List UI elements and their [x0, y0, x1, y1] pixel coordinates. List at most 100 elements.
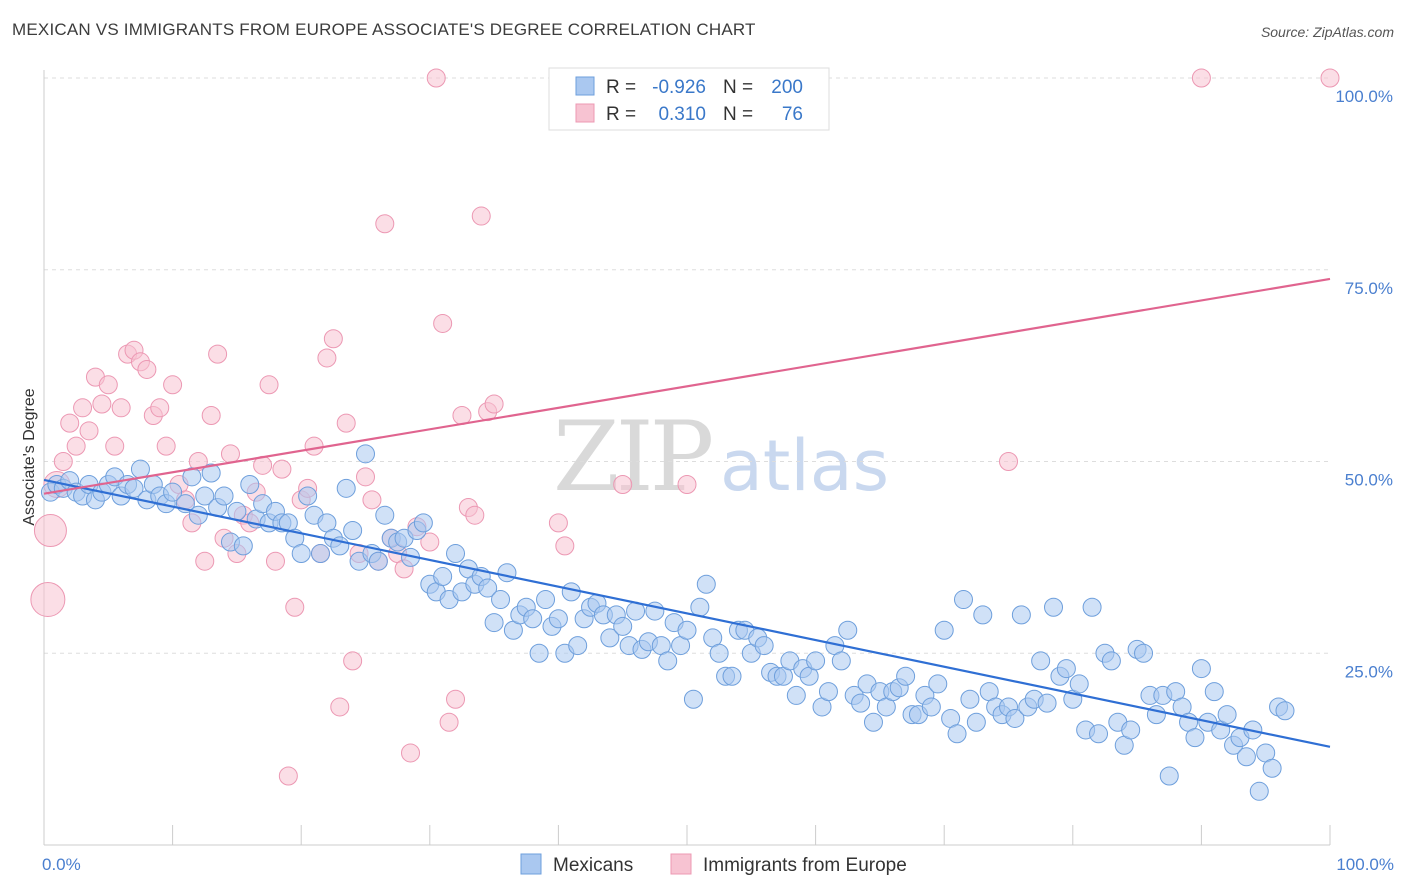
mexicans-point	[195, 486, 215, 506]
immigrants-point	[73, 398, 93, 418]
mexicans-point	[818, 682, 838, 702]
immigrants-point	[259, 375, 279, 395]
watermark-zip: ZIP	[553, 401, 712, 513]
immigrants-point	[304, 436, 324, 456]
legend-r-value-1: -0.926	[652, 77, 706, 98]
immigrants-point	[1320, 68, 1340, 88]
mexicans-point	[966, 712, 986, 732]
mexicans-point	[368, 551, 388, 571]
immigrants-point	[471, 206, 491, 226]
mexicans-point	[1236, 747, 1256, 767]
mexicans-point	[356, 444, 375, 464]
legend-n-label-2: N =	[723, 104, 753, 125]
mexicans-point	[491, 590, 511, 610]
immigrants-point	[105, 436, 125, 456]
legend-swatch-mexicans	[575, 76, 595, 96]
immigrants-point	[66, 436, 86, 456]
immigrants-point	[92, 394, 112, 414]
immigrants-point	[420, 532, 440, 552]
immigrants-point	[111, 398, 131, 418]
immigrants-point	[98, 375, 118, 395]
mexicans-point	[182, 467, 202, 487]
y-tick-labels: 25.0% 50.0% 75.0% 100.0%	[1335, 87, 1393, 681]
mexicans-point	[1159, 766, 1179, 786]
immigrants-point	[220, 444, 240, 464]
watermark-atlas: atlas	[720, 425, 889, 507]
mexicans-point	[478, 578, 498, 598]
mexicans-point	[1005, 708, 1025, 728]
immigrants-point	[150, 398, 170, 418]
immigrants-point	[156, 436, 176, 456]
immigrants-point	[362, 490, 382, 510]
mexicans-point	[201, 463, 221, 483]
mexicans-point	[375, 505, 395, 525]
mexicans-point	[1089, 724, 1109, 744]
mexicans-point	[722, 666, 742, 686]
mexicans-point	[1262, 758, 1282, 778]
mexicans-point	[1069, 674, 1089, 694]
mexicans-point	[934, 620, 954, 640]
mexicans-point	[960, 689, 980, 709]
mexicans-point	[973, 605, 993, 625]
mexicans-point	[1185, 728, 1205, 748]
mexicans-point	[1011, 605, 1031, 625]
legend-bottom: Mexicans Immigrants from Europe	[520, 853, 907, 876]
y-tick-label: 25.0%	[1345, 662, 1393, 681]
mexicans-point	[683, 689, 703, 709]
legend-n-value-1: 200	[771, 77, 803, 98]
immigrants-point	[317, 348, 337, 368]
mexicans-point	[310, 544, 330, 564]
legend-n-label-1: N =	[723, 77, 753, 98]
mexicans-point	[188, 505, 208, 525]
mexicans-point	[928, 674, 948, 694]
mexicans-point	[863, 712, 883, 732]
immigrants-point	[439, 712, 459, 732]
mexicans-point	[1037, 693, 1057, 713]
mexicans-point	[947, 724, 967, 744]
immigrants-point	[33, 514, 67, 548]
immigrants-point	[265, 551, 285, 571]
immigrants-point	[208, 344, 228, 364]
mexicans-point	[536, 590, 556, 610]
mexicans-point	[690, 597, 710, 617]
grid-lines	[44, 77, 1330, 654]
chart-title: MEXICAN VS IMMIGRANTS FROM EUROPE ASSOCI…	[12, 20, 756, 39]
mexicans-point	[240, 475, 260, 495]
mexicans-point	[1031, 651, 1051, 671]
mexicans-point	[851, 693, 871, 713]
legend-bottom-swatch-immigrants	[670, 853, 692, 875]
mexicans-point	[1204, 682, 1224, 702]
mexicans-point	[754, 636, 774, 656]
y-axis-title: Associate's Degree	[21, 388, 38, 525]
mexicans-point	[896, 666, 916, 686]
mexicans-point	[1275, 701, 1295, 721]
y-tick-label: 75.0%	[1345, 279, 1393, 298]
immigrants-point	[548, 513, 568, 533]
immigrants-point	[484, 394, 504, 414]
legend-r-label-1: R =	[606, 77, 636, 98]
mexicans-point	[953, 590, 973, 610]
mexicans-point	[921, 697, 941, 717]
immigrants-point	[401, 743, 421, 763]
y-tick-label: 100.0%	[1335, 87, 1393, 106]
mexicans-point	[696, 574, 716, 594]
immigrants-point	[323, 329, 343, 349]
mexicans-point	[838, 620, 858, 640]
immigrants-point	[201, 405, 221, 425]
immigrants-trend-line	[43, 277, 1331, 495]
mexicans-point	[1249, 781, 1269, 801]
immigrants-point	[278, 766, 298, 786]
mexicans-point	[658, 651, 678, 671]
immigrants-point	[426, 68, 446, 88]
legend-n-value-2: 76	[782, 104, 803, 125]
immigrants-point	[555, 536, 575, 556]
y-tick-label: 50.0%	[1345, 471, 1393, 490]
x-ticks	[43, 825, 1331, 845]
immigrants-point	[30, 582, 66, 618]
immigrants-point	[677, 475, 697, 495]
immigrants-point	[137, 359, 157, 379]
mexicans-point	[709, 643, 729, 663]
immigrants-point	[446, 689, 466, 709]
source-label: Source: ZipAtlas.com	[1260, 24, 1394, 40]
mexicans-point	[831, 651, 851, 671]
